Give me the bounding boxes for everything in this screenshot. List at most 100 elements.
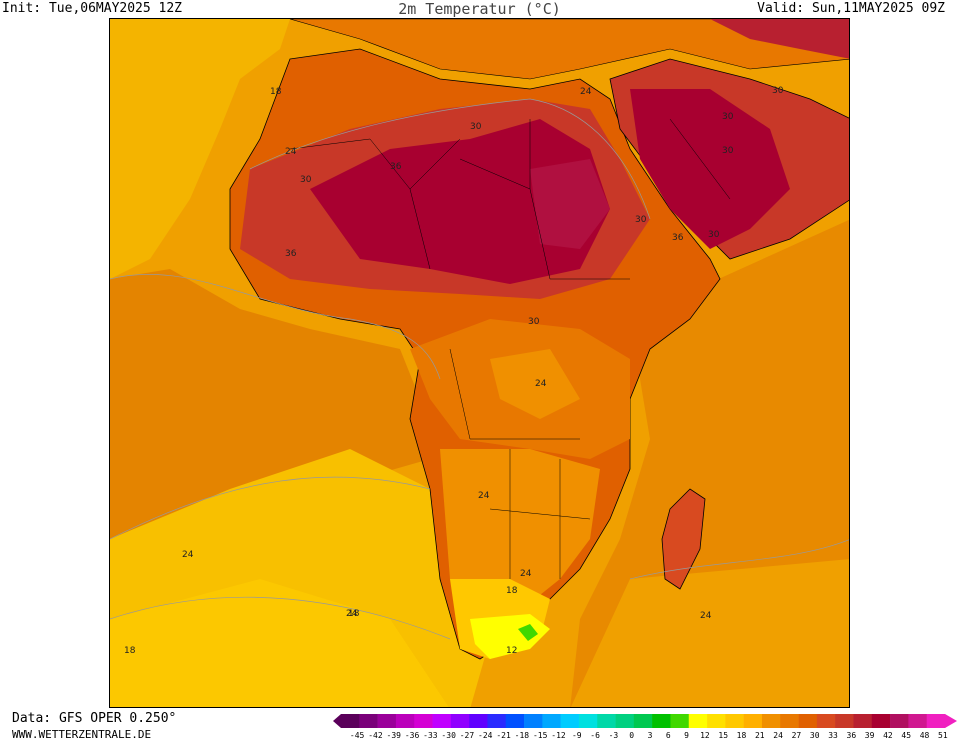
colorbar-cell xyxy=(707,714,726,728)
country-borders xyxy=(289,118,731,579)
colorbar-tick-label: 0 xyxy=(629,731,635,740)
colorbar-cell xyxy=(469,714,488,728)
contour-label: 24 xyxy=(182,550,194,560)
contour-label: 18 xyxy=(348,609,360,619)
contour-label: 30 xyxy=(708,230,720,240)
colorbar-cell xyxy=(688,714,708,728)
data-source: Data: GFS OPER 0.250° xyxy=(12,711,177,726)
east-africa-highlands xyxy=(490,349,580,419)
lesotho-cold-spot xyxy=(518,624,538,641)
colorbar-tick-label: 30 xyxy=(809,731,820,740)
colorbar-right-arrow xyxy=(945,714,957,728)
colorbar-tick-label: -18 xyxy=(514,731,530,740)
colorbar-cell xyxy=(798,714,818,728)
colorbar-tick-label: 18 xyxy=(736,731,747,740)
colorbar-tick-label: 42 xyxy=(883,731,893,740)
colorbar-tick-label: -45 xyxy=(349,731,365,740)
valid-time: Valid: Sun,11MAY2025 09Z xyxy=(757,1,945,16)
colorbar-tick-label: -36 xyxy=(404,731,420,740)
contour-label: 36 xyxy=(285,249,297,259)
colorbar-tick-label: 51 xyxy=(938,731,948,740)
contour-label: 30 xyxy=(722,112,734,122)
contour-label: 30 xyxy=(722,146,734,156)
colorbar-tick-label: 24 xyxy=(773,731,783,740)
colorbar-cell xyxy=(341,714,360,728)
colorbar-tick-label: 21 xyxy=(754,731,765,740)
contour-label: 36 xyxy=(672,233,684,243)
contour-label: 18 xyxy=(124,646,136,656)
colorbar-tick-label: -15 xyxy=(532,731,548,740)
colorbar-tick-label: -9 xyxy=(571,731,582,740)
colorbar-tick-label: 45 xyxy=(901,731,912,740)
contour-label: 24 xyxy=(478,491,490,501)
colorbar-tick-labels: -45 -42 -39 -36 -33 -30 -27 -24 -21 -18 -15 -12 -9 -6… xyxy=(340,731,959,741)
contour-label: 12 xyxy=(506,646,517,656)
colorbar-cell xyxy=(670,714,690,728)
atlantic-north-band xyxy=(110,19,290,279)
colorbar-cell xyxy=(871,714,891,728)
contour-label: 24 xyxy=(346,609,358,619)
colorbar-cell xyxy=(615,714,635,728)
middle-east-hot xyxy=(710,19,849,59)
colorbar-tick-label: 27 xyxy=(791,731,802,740)
colorbar-tick-label: 3 xyxy=(647,731,653,740)
contour-label: 30 xyxy=(300,175,312,185)
colorbar-tick-label: -12 xyxy=(551,731,566,740)
colorbar-cell xyxy=(414,714,433,728)
colorbar-tick-label: -27 xyxy=(459,731,475,740)
colorbar-tick-label: 12 xyxy=(700,731,710,740)
contour-label: 24 xyxy=(535,379,547,389)
atlantic-far-south-band xyxy=(110,579,449,707)
sahara-zone-36 xyxy=(310,119,610,284)
colorbar-cell xyxy=(908,714,927,728)
colorbar-cell xyxy=(377,714,397,728)
colorbar-cell xyxy=(926,714,946,728)
website-link[interactable]: WWW.WETTERZENTRALE.DE xyxy=(12,728,152,741)
mediterranean-region xyxy=(289,19,849,80)
contour-label: 24 xyxy=(520,569,532,579)
colorbar-cell xyxy=(835,714,854,728)
contour-label: 24 xyxy=(580,87,592,97)
colorbar-left-arrow xyxy=(333,714,341,728)
colorbar-cell xyxy=(890,714,909,728)
colorbar-cell xyxy=(761,714,781,728)
colorbar-cell xyxy=(633,714,653,728)
colorbar-tick-label: -42 xyxy=(368,731,383,740)
colorbar-tick-label: -39 xyxy=(386,731,401,740)
colorbar-cell xyxy=(524,714,543,728)
colorbar-cell xyxy=(542,714,561,728)
isotherm-lines xyxy=(110,98,849,640)
colorbar-cell xyxy=(780,714,799,728)
contour-label: 18 xyxy=(270,87,282,97)
colorbar-cell xyxy=(487,714,507,728)
contour-label: 30 xyxy=(772,86,784,96)
colorbar-tick-label: 15 xyxy=(718,731,729,740)
colorbar-cell xyxy=(450,714,470,728)
sahara-hot-spot xyxy=(530,159,610,249)
temperature-colorbar xyxy=(333,714,957,728)
madagascar xyxy=(661,488,706,590)
colorbar-cell xyxy=(652,714,671,728)
contour-label: 24 xyxy=(285,147,297,157)
colorbar-cell xyxy=(505,714,525,728)
contour-label: 30 xyxy=(528,317,540,327)
colorbar-cell xyxy=(597,714,616,728)
map-title: 2m Temperatur (°C) xyxy=(398,0,561,18)
colorbar-cell xyxy=(359,714,378,728)
colorbar-cell xyxy=(395,714,415,728)
map-canvas: 18 24 30 36 24 30 36 30 30 30 30 36 30 3… xyxy=(110,19,849,707)
colorbar-tick-label: 39 xyxy=(864,731,875,740)
colorbar-tick-label: 48 xyxy=(919,731,930,740)
colorbar-cell xyxy=(743,714,763,728)
colorbar-tick-label: 36 xyxy=(846,731,857,740)
colorbar-tick-label: -6 xyxy=(590,731,600,740)
contour-label: 30 xyxy=(470,122,482,132)
colorbar-cell xyxy=(560,714,580,728)
colorbar-cell xyxy=(725,714,744,728)
indian-ocean-south-band xyxy=(570,559,849,707)
contour-label: 36 xyxy=(390,162,402,172)
contour-label: 24 xyxy=(700,611,712,621)
colorbar-cell xyxy=(578,714,598,728)
temperature-map[interactable]: 18 24 30 36 24 30 36 30 30 30 30 36 30 3… xyxy=(109,18,850,708)
init-time: Init: Tue,06MAY2025 12Z xyxy=(2,1,183,16)
